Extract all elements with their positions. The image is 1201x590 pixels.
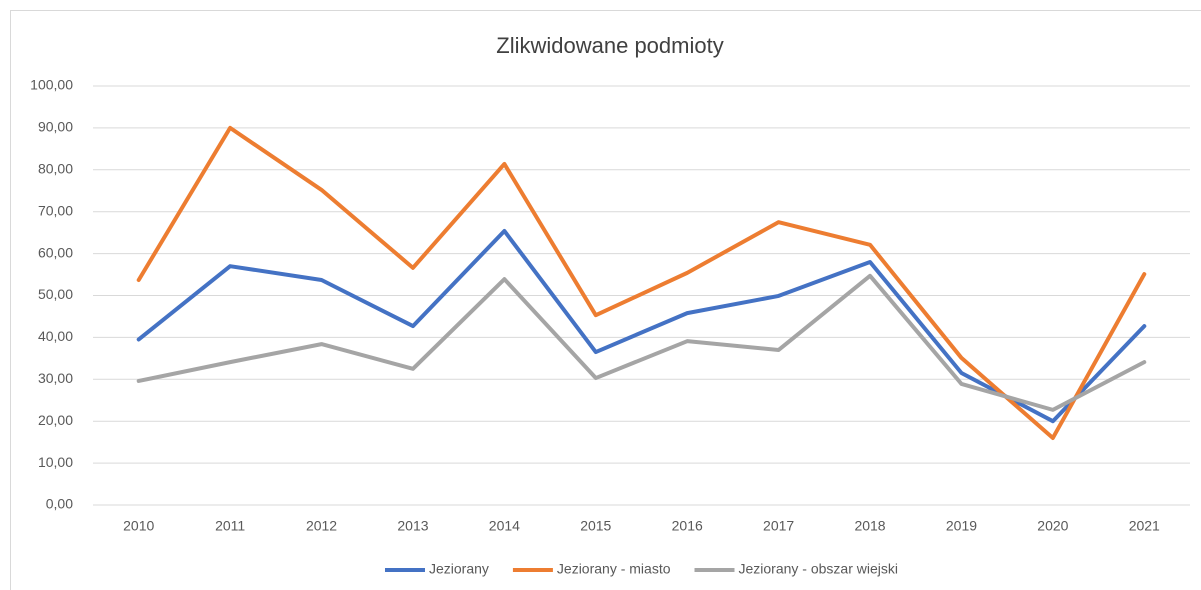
series-line (136, 273, 1147, 412)
y-tick-label: 100,00 (30, 77, 73, 93)
y-tick-label: 70,00 (38, 202, 73, 218)
y-tick-label: 0,00 (46, 496, 73, 512)
y-tick-label: 80,00 (38, 161, 73, 177)
x-tick-label: 2015 (580, 518, 611, 534)
y-tick-label: 30,00 (38, 370, 73, 386)
x-tick-label: 2021 (1129, 518, 1160, 534)
x-tick-label: 2012 (306, 518, 337, 534)
x-tick-label: 2011 (215, 518, 245, 534)
y-tick-label: 90,00 (38, 119, 73, 135)
y-tick-label: 50,00 (38, 286, 73, 302)
x-tick-label: 2010 (123, 518, 154, 534)
x-tick-label: 2014 (489, 518, 520, 534)
legend-label: Jeziorany (429, 561, 489, 577)
x-tick-label: 2016 (672, 518, 703, 534)
x-tick-label: 2017 (763, 518, 794, 534)
y-tick-label: 10,00 (38, 454, 73, 470)
y-tick-label: 20,00 (38, 412, 73, 428)
series-line (136, 228, 1147, 424)
legend-label: Jeziorany - obszar wiejski (739, 561, 899, 577)
chart-border (10, 10, 1201, 590)
x-tick-label: 2019 (946, 518, 977, 534)
series-line (136, 125, 1147, 440)
x-tick-label: 2018 (854, 518, 885, 534)
legend-label: Jeziorany - miasto (557, 561, 671, 577)
x-tick-label: 2013 (397, 518, 428, 534)
y-tick-label: 40,00 (38, 328, 73, 344)
y-tick-label: 60,00 (38, 244, 73, 260)
chart-title: Zlikwidowane podmioty (496, 33, 723, 58)
x-tick-label: 2020 (1037, 518, 1068, 534)
